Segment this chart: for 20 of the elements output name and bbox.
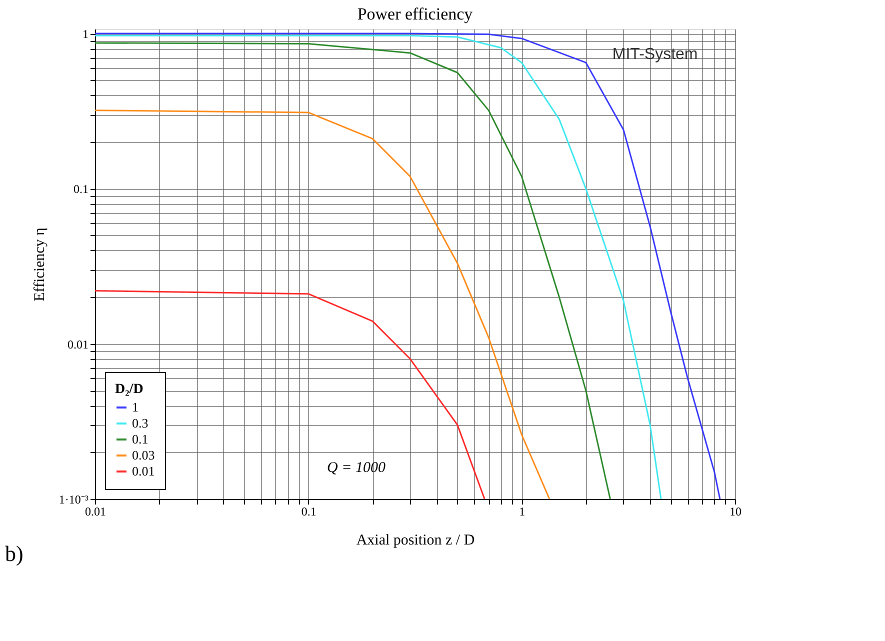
legend-label: 0.03 bbox=[132, 448, 155, 462]
chart-title: Power efficiency bbox=[357, 4, 474, 24]
y-tick-label: 0.1 bbox=[74, 182, 88, 196]
legend-label: 0.3 bbox=[132, 416, 148, 430]
text: b) bbox=[5, 541, 24, 566]
legend-label: 0.1 bbox=[132, 432, 148, 446]
legend-label: 0.01 bbox=[132, 464, 155, 478]
x-tick-label: 0.01 bbox=[85, 504, 106, 518]
y-axis-title: Efficiency η bbox=[32, 227, 48, 302]
x-axis-title: Axial position z / D bbox=[356, 532, 475, 548]
y-tick-label: 1 bbox=[82, 27, 88, 42]
annotation: MIT-System bbox=[612, 46, 698, 63]
y-tick-label: 1·10⁻³ bbox=[58, 492, 89, 506]
legend-label: 1 bbox=[132, 400, 138, 414]
annotation: Q = 1000 bbox=[327, 460, 386, 476]
x-tick-label: 10 bbox=[730, 504, 742, 518]
y-tick-label: 0.01 bbox=[68, 337, 88, 352]
x-tick-label: 1 bbox=[519, 504, 526, 518]
legend-title: D₂/D bbox=[115, 382, 144, 397]
x-tick-label: 0.1 bbox=[301, 504, 316, 518]
